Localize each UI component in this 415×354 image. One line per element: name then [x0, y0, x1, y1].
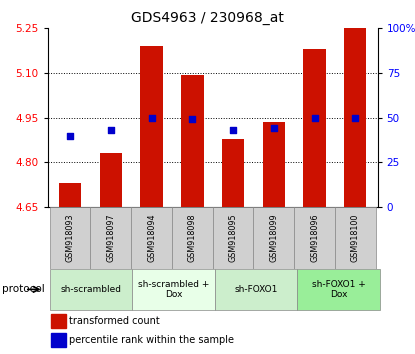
- Bar: [59, 183, 81, 207]
- Point: [148, 115, 155, 120]
- Text: sh-FOXO1: sh-FOXO1: [234, 285, 278, 294]
- Point: [311, 115, 318, 120]
- Point: [67, 133, 73, 138]
- FancyBboxPatch shape: [172, 207, 213, 269]
- Text: GSM918093: GSM918093: [66, 214, 75, 262]
- Point: [271, 126, 277, 131]
- Bar: [51, 333, 66, 347]
- Text: transformed count: transformed count: [69, 316, 160, 326]
- Text: percentile rank within the sample: percentile rank within the sample: [69, 335, 234, 345]
- Bar: [344, 28, 366, 207]
- FancyBboxPatch shape: [335, 207, 376, 269]
- Point: [230, 127, 237, 133]
- Point: [352, 115, 359, 120]
- Bar: [181, 74, 203, 207]
- FancyBboxPatch shape: [50, 269, 132, 310]
- Bar: [303, 49, 326, 207]
- FancyBboxPatch shape: [131, 207, 172, 269]
- FancyBboxPatch shape: [132, 269, 215, 310]
- Text: GSM918098: GSM918098: [188, 214, 197, 262]
- Text: sh-scrambled: sh-scrambled: [61, 285, 122, 294]
- Text: GSM918097: GSM918097: [106, 214, 115, 262]
- Text: sh-scrambled +
Dox: sh-scrambled + Dox: [138, 280, 209, 299]
- Point: [189, 117, 195, 122]
- FancyBboxPatch shape: [213, 207, 254, 269]
- Text: GDS4963 / 230968_at: GDS4963 / 230968_at: [131, 11, 284, 25]
- Bar: [140, 46, 163, 207]
- Text: GSM918094: GSM918094: [147, 214, 156, 262]
- FancyBboxPatch shape: [215, 269, 297, 310]
- Bar: [263, 122, 285, 207]
- Bar: [222, 138, 244, 207]
- FancyBboxPatch shape: [90, 207, 131, 269]
- FancyBboxPatch shape: [297, 269, 380, 310]
- Bar: [51, 314, 66, 328]
- Bar: [100, 153, 122, 207]
- Point: [107, 127, 114, 133]
- Text: sh-FOXO1 +
Dox: sh-FOXO1 + Dox: [312, 280, 365, 299]
- Text: GSM918099: GSM918099: [269, 214, 278, 262]
- FancyBboxPatch shape: [50, 207, 90, 269]
- FancyBboxPatch shape: [294, 207, 335, 269]
- FancyBboxPatch shape: [254, 207, 294, 269]
- Text: GSM918096: GSM918096: [310, 214, 319, 262]
- Text: GSM918095: GSM918095: [229, 214, 237, 262]
- Text: GSM918100: GSM918100: [351, 214, 360, 262]
- Text: protocol: protocol: [2, 284, 45, 295]
